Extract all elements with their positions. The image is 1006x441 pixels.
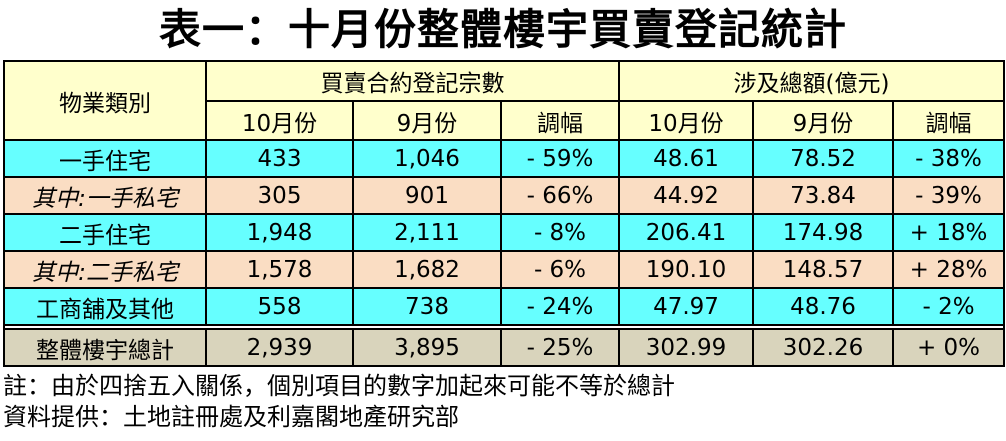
table-body: 一手住宅 433 1,046- 59% 48.61 78.52- 38% 其中:一手私宅 3… bbox=[3, 139, 1006, 326]
header-category: 物業類別 bbox=[3, 60, 207, 141]
table-row: 其中:二手私宅 1,578 1,682- 6% 190.10 148.57 + 28% bbox=[3, 250, 1006, 289]
cell-value: 44.92 bbox=[618, 176, 754, 215]
cell-value: 1,578 bbox=[205, 250, 354, 289]
divider-cell bbox=[2, 324, 1006, 330]
note-rounding: 註：由於四捨五入關係，個別項目的數字加起來可能不等於總計 bbox=[3, 372, 675, 400]
cell-value: 305 bbox=[205, 176, 354, 215]
table-row: 二手住宅 1,948 2,111- 8% 206.41 174.98 + 18% bbox=[3, 213, 1006, 252]
header-change-value: 調幅 bbox=[891, 100, 1006, 141]
header-sep-value: 9月份 bbox=[752, 100, 894, 141]
header-group-total-value: 涉及總額(億元) bbox=[617, 60, 1006, 102]
cell-value: 174.98 bbox=[752, 213, 894, 252]
table-row: 一手住宅 433 1,046- 59% 48.61 78.52- 38% bbox=[3, 139, 1006, 178]
header-oct-count: 10月份 bbox=[205, 100, 354, 141]
row-label: 其中:一手私宅 bbox=[3, 176, 207, 215]
cell-value: 433 bbox=[205, 139, 354, 178]
total-change-value: + 0% bbox=[891, 328, 1006, 367]
cell-value: 558 bbox=[205, 287, 354, 326]
total-sep-count: 3,895 bbox=[352, 328, 502, 367]
header-group-registrations: 買賣合約登記宗數 bbox=[205, 60, 620, 102]
cell-value: - 2% bbox=[891, 287, 1006, 326]
cell-value: 206.41 bbox=[618, 213, 754, 252]
page-title: 表一：十月份整體樓宇買賣登記統計 bbox=[158, 5, 847, 54]
table-row: 其中:一手私宅 305 901- 66% 44.92 73.84- 39% bbox=[3, 176, 1006, 215]
row-label: 其中:二手私宅 bbox=[3, 250, 207, 289]
header-row-months: 10月份 9月份 調幅 10月份 9月份 調幅 bbox=[4, 100, 1006, 141]
total-sep-value: 302.26 bbox=[752, 328, 894, 367]
row-label: 二手住宅 bbox=[3, 213, 207, 252]
cell-value: - 39% bbox=[891, 176, 1006, 215]
cell-value: 73.84 bbox=[752, 176, 894, 215]
total-oct-count: 2,939 bbox=[205, 328, 354, 367]
cell-value: - 38% bbox=[891, 139, 1006, 178]
header-row-groups: 物業類別 買賣合約登記宗數 涉及總額(億元) bbox=[3, 60, 1006, 141]
header-sep-count: 9月份 bbox=[352, 100, 502, 141]
header-change-count: 調幅 bbox=[500, 100, 620, 141]
total-row: 整體樓宇總計 2,939 3,895 - 25% 302.99 302.26 +… bbox=[3, 328, 1006, 367]
cell-value: 1,682 bbox=[352, 250, 502, 289]
cell-value: - 8% bbox=[500, 213, 620, 252]
cell-value: - 59% bbox=[500, 139, 620, 178]
cell-value: 1,046 bbox=[352, 139, 502, 178]
cell-value: 1,948 bbox=[205, 213, 354, 252]
cell-value: + 18% bbox=[891, 213, 1006, 252]
cell-value: 2,111 bbox=[352, 213, 502, 252]
cell-value: 148.57 bbox=[752, 250, 894, 289]
row-label: 一手住宅 bbox=[3, 139, 207, 178]
cell-value: 78.52 bbox=[752, 139, 894, 178]
cell-value: - 6% bbox=[500, 250, 620, 289]
cell-value: 47.97 bbox=[618, 287, 754, 326]
cell-value: 738 bbox=[352, 287, 502, 326]
footer-notes: 註：由於四捨五入關係，個別項目的數字加起來可能不等於總計 資料提供：土地註冊處及… bbox=[3, 371, 1006, 433]
row-label: 工商舖及其他 bbox=[3, 287, 207, 326]
header-oct-value: 10月份 bbox=[618, 100, 754, 141]
cell-value: 901 bbox=[352, 176, 502, 215]
cell-value: 48.76 bbox=[752, 287, 894, 326]
total-oct-value: 302.99 bbox=[618, 328, 754, 367]
cell-value: - 66% bbox=[500, 176, 620, 215]
cell-value: 48.61 bbox=[618, 139, 754, 178]
note-source: 資料提供：土地註冊處及利嘉閣地產研究部 bbox=[3, 403, 459, 431]
property-stats-table: 物業類別 買賣合約登記宗數 涉及總額(億元) 10月份 9月份 調幅 10月份 … bbox=[2, 60, 1006, 367]
total-change-count: - 25% bbox=[500, 328, 620, 367]
cell-value: 190.10 bbox=[618, 250, 754, 289]
cell-value: - 24% bbox=[500, 287, 620, 326]
divider-row bbox=[2, 324, 1006, 330]
cell-value: + 28% bbox=[891, 250, 1006, 289]
total-row-label: 整體樓宇總計 bbox=[3, 328, 207, 367]
table-row: 工商舖及其他 558 738- 24% 47.97 48.76- 2% bbox=[3, 287, 1006, 326]
